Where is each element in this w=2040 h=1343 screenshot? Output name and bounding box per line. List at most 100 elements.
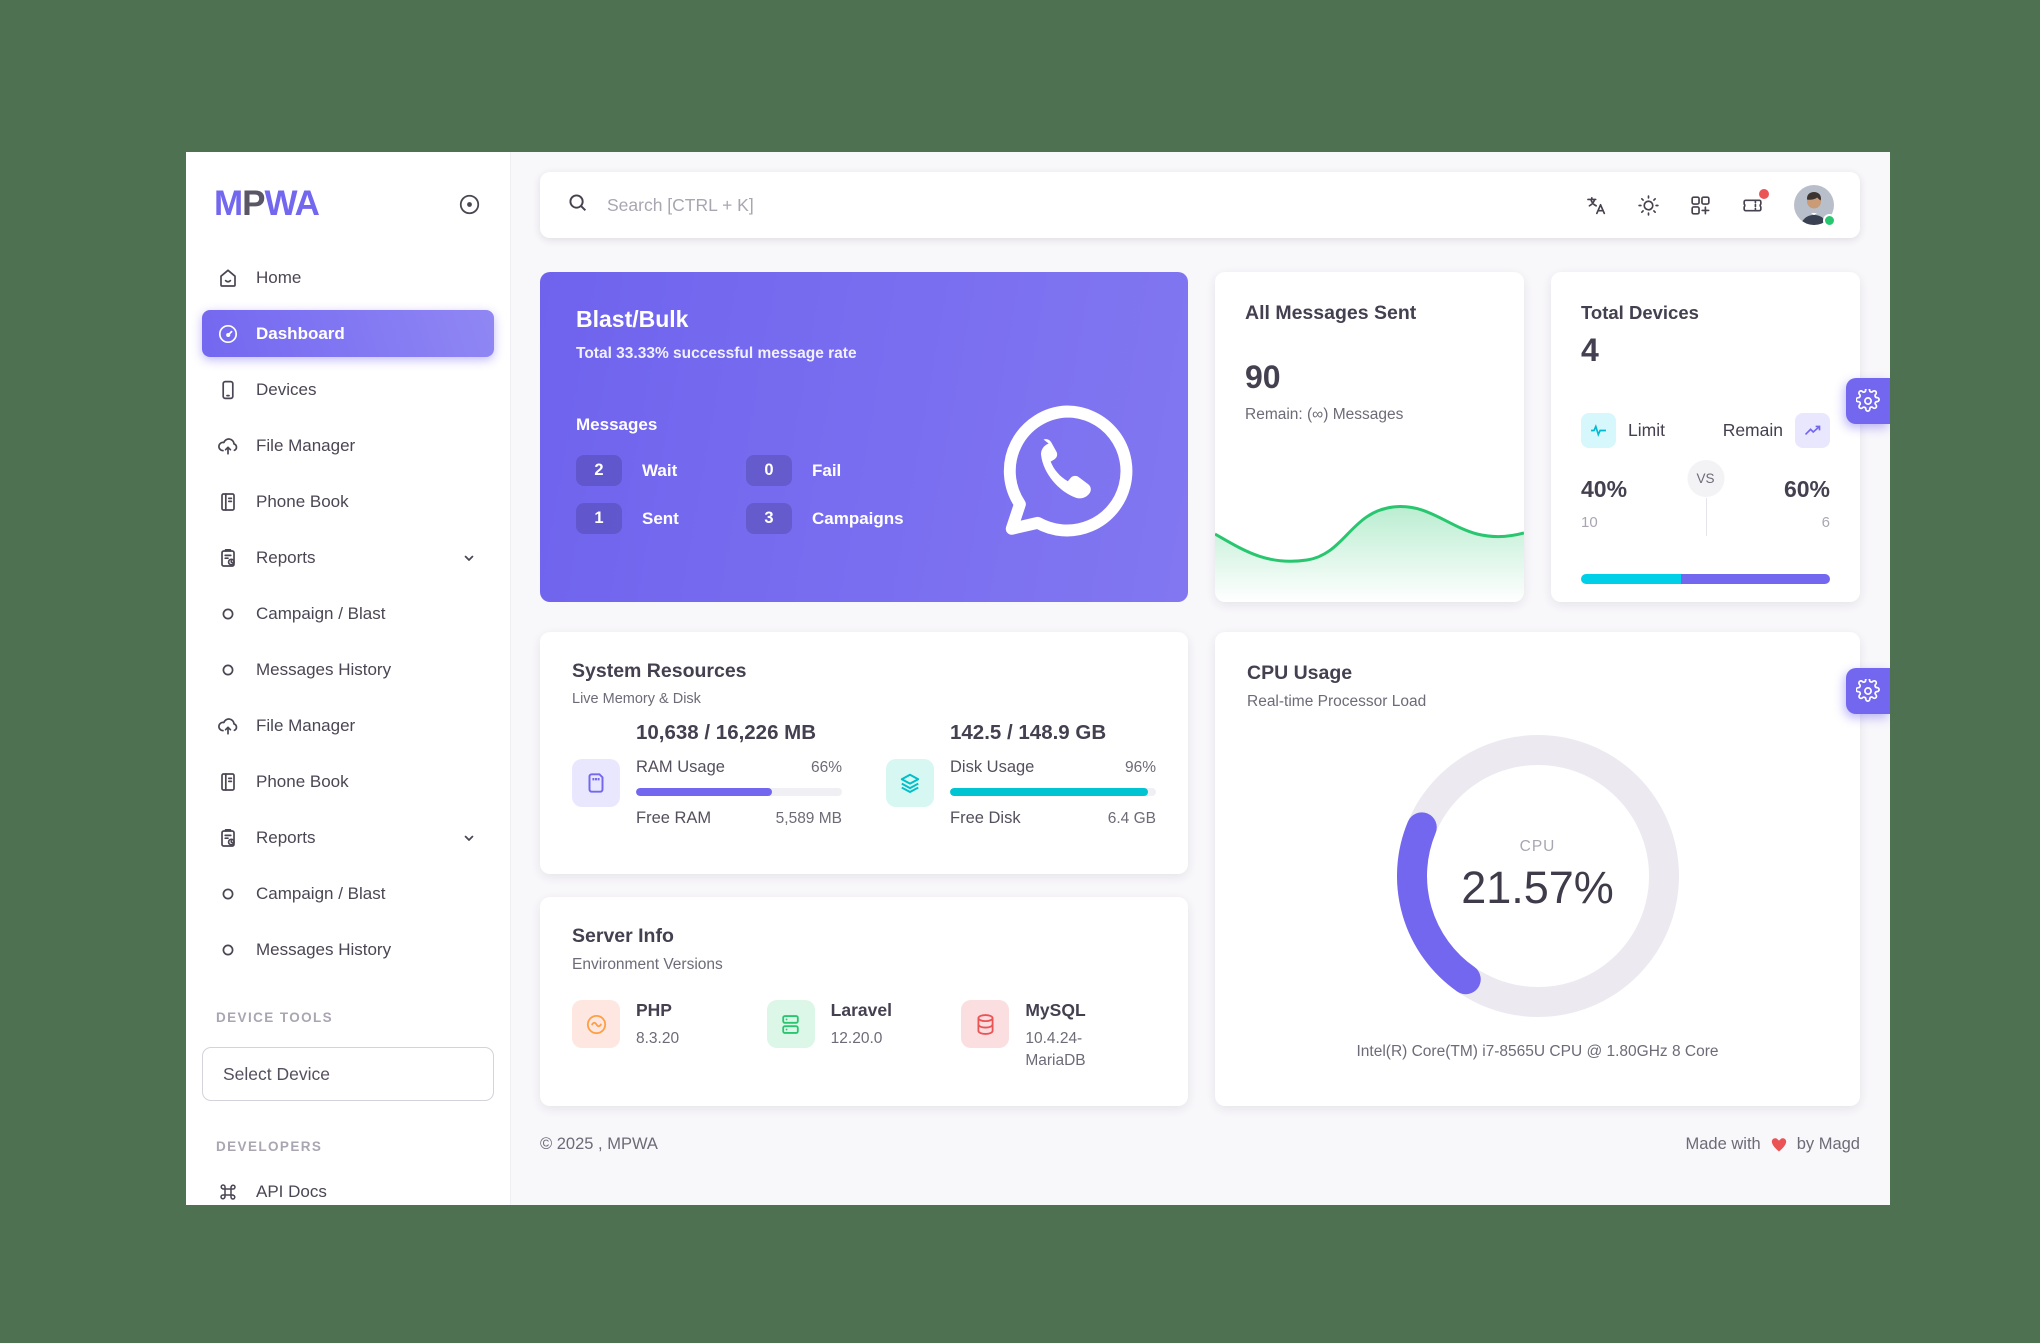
app-logo: MPWA	[214, 184, 320, 223]
book-icon	[216, 490, 240, 514]
app-window: MPWA Home Dashboard Devices File Manager Pho…	[186, 152, 1890, 1205]
sidebar-item-phone-book[interactable]: Phone Book	[202, 758, 494, 805]
cloud-upload-icon	[216, 714, 240, 738]
sun-icon[interactable]	[1636, 193, 1661, 218]
sidebar-item-label: Phone Book	[256, 771, 349, 791]
database-icon	[961, 1000, 1010, 1048]
row-1: Blast/Bulk Total 33.33% successful messa…	[540, 272, 1860, 602]
stat-label: Sent	[642, 508, 679, 528]
sidebar-item-messages-history[interactable]: Messages History	[202, 646, 494, 693]
left-column: System Resources Live Memory & Disk 10,6…	[540, 632, 1188, 1106]
ram-heading: 10,638 / 16,226 MB	[636, 721, 817, 744]
system-columns: 10,638 / 16,226 MB RAM Usage 66%	[572, 721, 1156, 828]
topbar-icons	[1584, 185, 1836, 227]
blast-bulk-card: Blast/Bulk Total 33.33% successful messa…	[540, 272, 1188, 602]
cpu-subtitle: Real-time Processor Load	[1247, 693, 1427, 710]
devices-title: Total Devices	[1581, 302, 1699, 323]
sidebar-item-api-docs[interactable]: API Docs	[202, 1168, 494, 1205]
user-avatar[interactable]	[1794, 185, 1836, 227]
server-items: PHP 8.3.20 Laravel 12.20.0 MySQL 10.4.24-Mari…	[572, 1000, 1156, 1071]
blast-title: Blast/Bulk	[576, 306, 689, 332]
disk-heading: 142.5 / 148.9 GB	[950, 721, 1107, 744]
sidebar-item-campaign-blast[interactable]: Campaign / Blast	[202, 590, 494, 637]
developers-nav: API Docs	[202, 1168, 494, 1205]
blast-subtitle: Total 33.33% successful message rate	[576, 345, 857, 362]
settings-gear-button-bottom[interactable]	[1846, 668, 1890, 714]
chevron-down-icon	[458, 547, 480, 569]
dashboard-icon	[216, 322, 240, 346]
free-disk-value: 6.4 GB	[1107, 810, 1156, 827]
free-ram-value: 5,589 MB	[775, 810, 842, 827]
sidebar-item-label: File Manager	[256, 435, 356, 455]
remain-group: Remain	[1723, 413, 1830, 448]
cloud-upload-icon	[216, 434, 240, 458]
search-icon[interactable]	[566, 191, 589, 219]
remain-label: Remain	[1722, 420, 1783, 440]
free-disk-label: Free Disk	[950, 809, 1021, 827]
layers-icon	[886, 759, 934, 807]
logo-row: MPWA	[202, 152, 494, 224]
sidebar-item-file-manager[interactable]: File Manager	[202, 702, 494, 749]
cpu-title: CPU Usage	[1247, 662, 1353, 684]
sidebar-item-label: API Docs	[256, 1181, 327, 1201]
ram-progress-bar	[636, 788, 842, 796]
devices-progress-bar	[1581, 574, 1830, 584]
report-icon	[216, 826, 240, 850]
circle-icon	[216, 938, 240, 962]
stat-value: 3	[746, 503, 792, 534]
pulse-icon	[1581, 413, 1616, 448]
server-subtitle: Environment Versions	[572, 956, 723, 973]
settings-gear-button-top[interactable]	[1846, 378, 1890, 424]
sidebar-item-label: Phone Book	[256, 491, 349, 511]
disk-column: 142.5 / 148.9 GB Disk Usage 96%	[886, 721, 1156, 828]
stat-label: Fail	[812, 460, 842, 480]
server-item-version: 12.20.0	[830, 1030, 883, 1047]
sidebar-item-label: File Manager	[256, 715, 356, 735]
sidebar-item-home[interactable]: Home	[202, 254, 494, 301]
gauge-value: 21.57%	[1461, 862, 1614, 913]
sidebar-item-devices[interactable]: Devices	[202, 366, 494, 413]
stat-label: Campaigns	[812, 508, 904, 528]
search-input[interactable]	[607, 194, 1584, 216]
server-item-version: 8.3.20	[636, 1030, 680, 1047]
sidebar-item-campaign-blast[interactable]: Campaign / Blast	[202, 870, 494, 917]
messages-sent-title: All Messages Sent	[1245, 302, 1417, 324]
sidebar-item-dashboard[interactable]: Dashboard	[202, 310, 494, 357]
select-device-dropdown[interactable]: Select Device	[202, 1047, 494, 1101]
sidebar-item-label: Messages History	[256, 659, 392, 679]
server-item-name: Laravel	[830, 1000, 892, 1020]
notification-dot	[1759, 188, 1769, 199]
sidebar-nav: Home Dashboard Devices File Manager Phone Bo…	[202, 254, 494, 982]
sidebar-item-reports[interactable]: Reports	[202, 814, 494, 861]
limit-percent: 40%	[1581, 476, 1628, 502]
server-item-name: MySQL	[1025, 1000, 1086, 1020]
ticket-icon[interactable]	[1740, 188, 1769, 218]
cpu-processor-info: Intel(R) Core(TM) i7-8565U CPU @ 1.80GHz…	[1356, 1043, 1719, 1060]
grid-plus-icon[interactable]	[1688, 193, 1713, 218]
sidebar-item-file-manager[interactable]: File Manager	[202, 422, 494, 469]
sidebar-item-label: Devices	[256, 379, 317, 399]
sidebar-item-reports[interactable]: Reports	[202, 534, 494, 581]
sidebar-item-phone-book[interactable]: Phone Book	[202, 478, 494, 525]
language-icon[interactable]	[1584, 193, 1609, 218]
circle-icon	[216, 882, 240, 906]
messages-remain-label: Remain: (∞) Messages	[1245, 406, 1404, 423]
sidebar-collapse-icon[interactable]	[457, 192, 482, 217]
ram-column: 10,638 / 16,226 MB RAM Usage 66%	[572, 721, 842, 828]
copyright-text: © 2025 , MPWA	[540, 1134, 658, 1153]
section-device-tools: DEVICE TOOLS	[216, 1010, 334, 1025]
stat-value: 0	[746, 455, 792, 486]
server-info-card: Server Info Environment Versions PHP 8.3.…	[540, 897, 1188, 1106]
blast-messages-label: Messages	[576, 415, 658, 434]
gauge-label: CPU	[1519, 838, 1556, 855]
topbar	[540, 172, 1860, 238]
sidebar-item-messages-history[interactable]: Messages History	[202, 926, 494, 973]
memory-icon	[572, 759, 620, 807]
vs-divider	[1705, 498, 1707, 536]
sidebar-item-label: Campaign / Blast	[256, 883, 386, 903]
row-2: System Resources Live Memory & Disk 10,6…	[540, 632, 1860, 1106]
limit-count: 10	[1581, 514, 1598, 531]
sidebar-item-label: Home	[256, 267, 302, 287]
blast-stat-wait: 2 Wait	[576, 455, 746, 486]
server-item-version: 10.4.24-MariaDB	[1025, 1030, 1086, 1069]
